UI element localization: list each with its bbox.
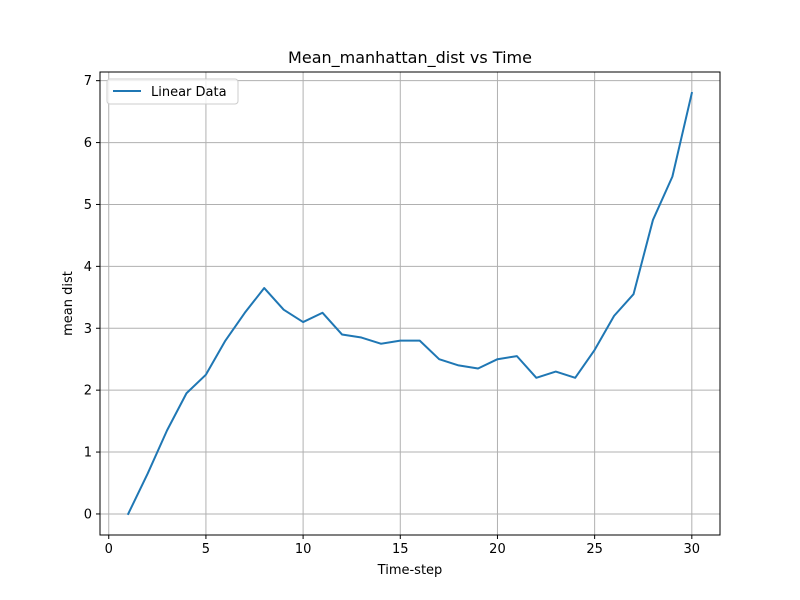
- y-tick-label: 6: [84, 136, 92, 151]
- y-tick-label: 4: [84, 260, 92, 275]
- legend-box: [106, 78, 239, 105]
- x-tick-label: 30: [684, 542, 701, 557]
- y-axis-label: mean dist: [61, 271, 76, 336]
- legend: Linear Data: [106, 78, 239, 105]
- x-tick-label: 15: [392, 542, 409, 557]
- ticks: 0 5 10 15 20 25 30 0 1 2 3 4 5 6 7: [84, 74, 700, 557]
- plot-frame: [99, 71, 721, 536]
- grid: [100, 72, 720, 535]
- legend-label: Linear Data: [151, 85, 227, 100]
- y-tick-label: 7: [84, 74, 92, 89]
- y-tick-label: 2: [84, 384, 92, 399]
- x-tick-label: 0: [105, 542, 113, 557]
- x-tick-label: 5: [202, 542, 210, 557]
- y-tick-label: 1: [84, 446, 92, 461]
- x-tick-label: 25: [586, 542, 603, 557]
- series-layer: [126, 91, 694, 516]
- y-tick-label: 5: [84, 198, 92, 213]
- series-line-0: [126, 91, 694, 516]
- x-axis-label: Time-step: [377, 563, 443, 578]
- y-tick-label: 3: [84, 322, 92, 337]
- x-tick-label: 10: [295, 542, 312, 557]
- x-tick-label: 20: [489, 542, 506, 557]
- chart-title: Mean_manhattan_dist vs Time: [288, 48, 532, 68]
- y-tick-label: 0: [84, 507, 92, 522]
